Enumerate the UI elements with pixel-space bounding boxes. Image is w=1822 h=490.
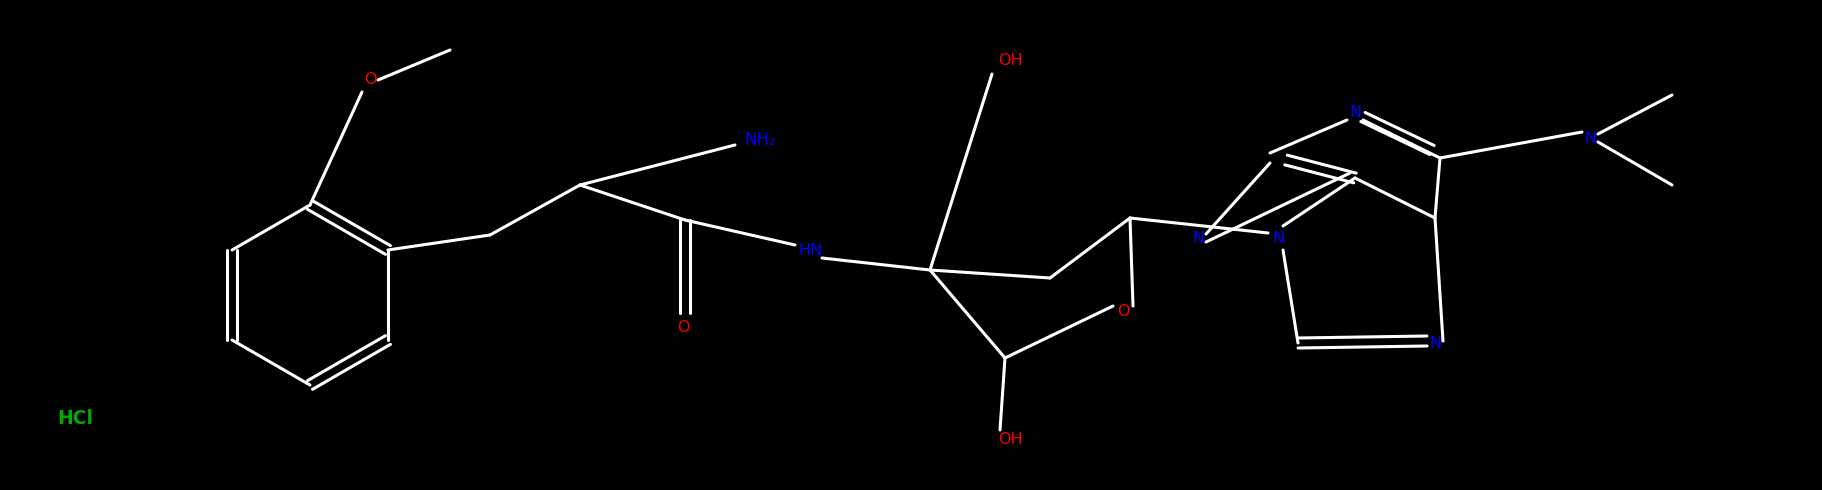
Text: OH: OH [998, 432, 1022, 446]
Text: N: N [1348, 104, 1361, 120]
Text: O: O [1117, 304, 1130, 319]
Text: O: O [676, 319, 689, 335]
Text: N: N [1583, 130, 1596, 146]
Text: NH₂: NH₂ [743, 131, 776, 149]
Text: N: N [1428, 336, 1441, 350]
Text: N: N [1272, 230, 1285, 245]
Text: HN: HN [798, 243, 822, 258]
Text: O: O [364, 73, 377, 88]
Text: N: N [1192, 230, 1204, 245]
Text: HCl: HCl [56, 409, 93, 427]
Text: OH: OH [998, 52, 1022, 68]
